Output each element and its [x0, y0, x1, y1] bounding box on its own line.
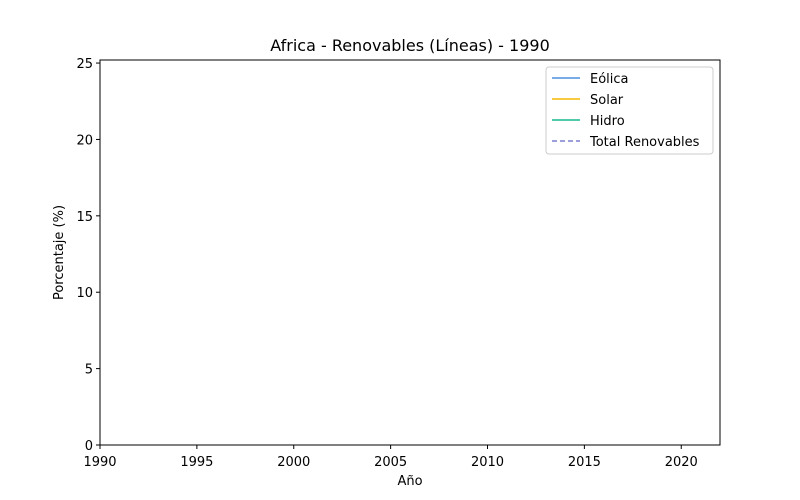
- legend-item: Eólica: [552, 72, 629, 87]
- y-tick-label: 5: [85, 363, 93, 378]
- y-tick-label: 20: [76, 133, 93, 148]
- x-tick-label: 1995: [180, 455, 213, 470]
- legend-item: Total Renovables: [552, 135, 700, 150]
- x-axis-label: Año: [397, 474, 422, 489]
- legend-label: Eólica: [590, 72, 629, 87]
- y-axis: 0 5 10 15 20 25: [76, 57, 100, 454]
- y-axis-label: Porcentaje (%): [52, 205, 67, 300]
- legend-label: Hidro: [590, 114, 625, 129]
- plot-area: [99, 59, 721, 446]
- y-tick-label: 0: [85, 439, 93, 454]
- x-tick-label: 2015: [568, 455, 601, 470]
- legend-label: Solar: [590, 93, 624, 108]
- plot-frame: [99, 59, 721, 446]
- y-tick-label: 15: [76, 210, 93, 225]
- y-tick-label: 25: [76, 57, 93, 72]
- x-tick-label: 2005: [374, 455, 407, 470]
- x-tick-label: 1990: [83, 455, 116, 470]
- x-tick-label: 2020: [665, 455, 698, 470]
- legend-item: Hidro: [552, 114, 625, 129]
- y-tick-label: 10: [76, 286, 93, 301]
- x-axis: 1990 1995 2000 2005 2010 2015 2020: [83, 445, 698, 470]
- legend: Eólica Solar Hidro Total Renovables: [545, 66, 714, 155]
- x-tick-label: 2000: [277, 455, 310, 470]
- legend-items: Eólica Solar Hidro Total Renovables: [552, 72, 700, 150]
- legend-box: [545, 66, 714, 155]
- legend-item: Solar: [552, 93, 624, 108]
- legend-label: Total Renovables: [589, 135, 700, 150]
- x-tick-label: 2010: [471, 455, 504, 470]
- chart-title: Africa - Renovables (Líneas) - 1990: [270, 36, 550, 55]
